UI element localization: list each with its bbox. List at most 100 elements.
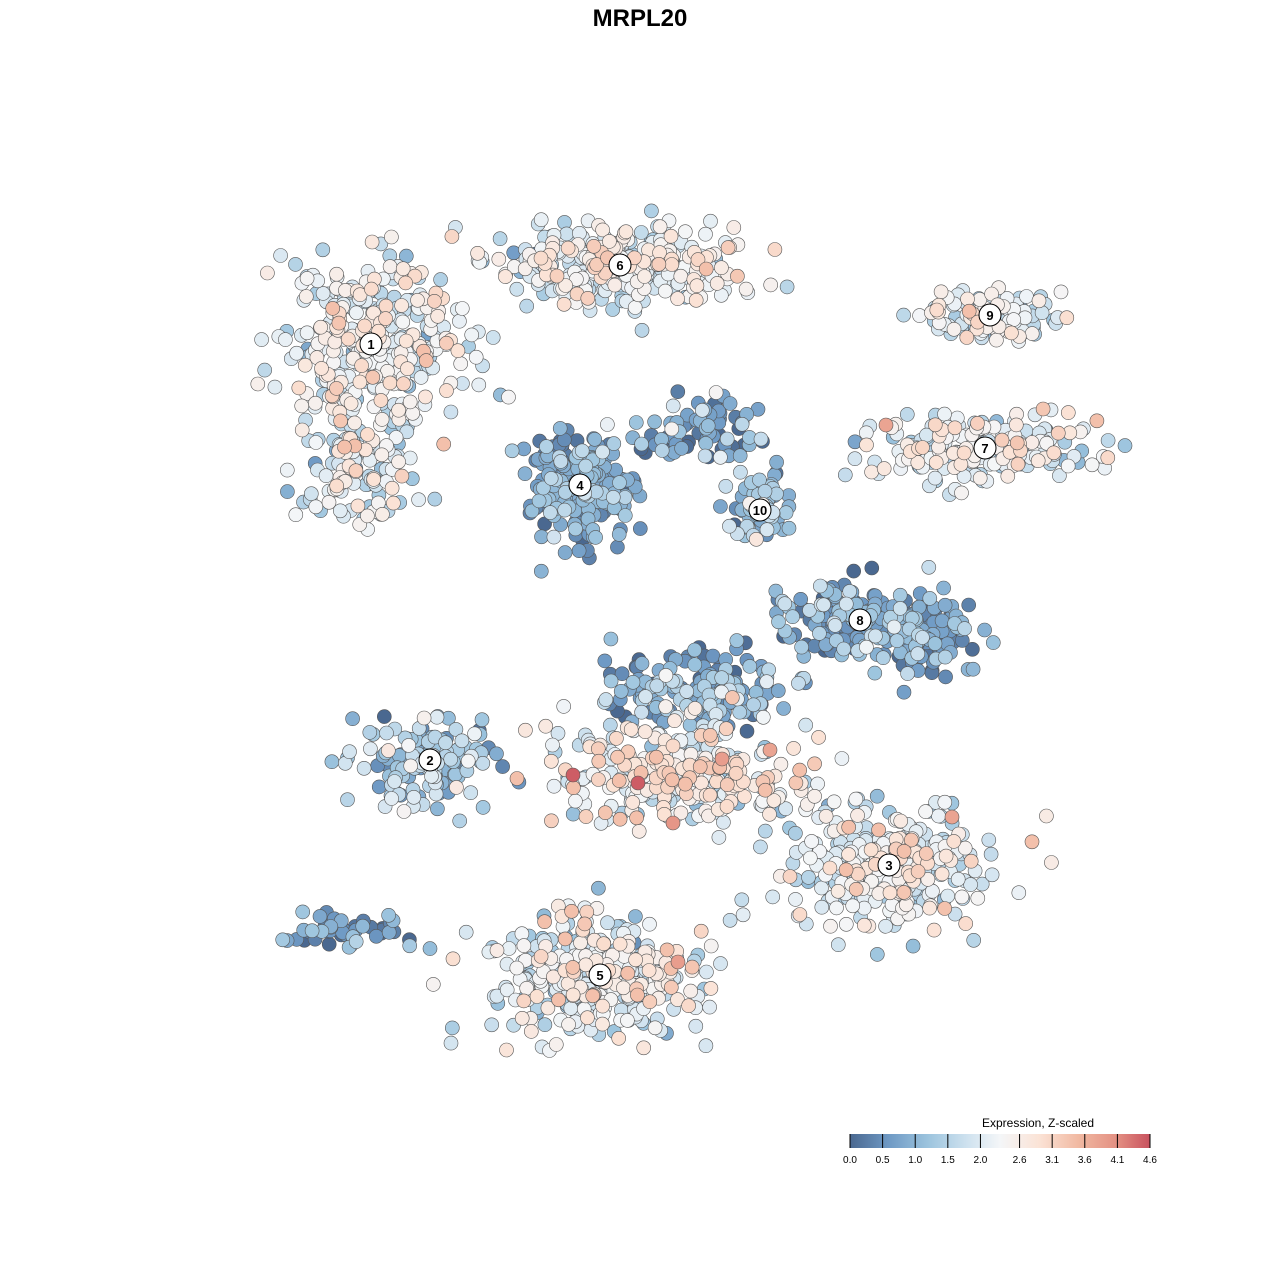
cell-point bbox=[275, 932, 291, 948]
cell-point bbox=[755, 709, 771, 725]
cell-point bbox=[1010, 456, 1026, 472]
cell-point-high bbox=[565, 767, 581, 783]
cell-point bbox=[674, 441, 689, 456]
cell-point bbox=[892, 601, 908, 616]
legend-colorbar bbox=[850, 1134, 1150, 1148]
cell-point bbox=[683, 983, 699, 999]
cell-point bbox=[868, 628, 883, 644]
cell-point bbox=[812, 626, 827, 641]
cell-point-high bbox=[762, 742, 778, 758]
cell-point bbox=[574, 443, 590, 459]
cell-point bbox=[664, 772, 680, 788]
cell-point bbox=[295, 904, 311, 920]
cell-point bbox=[801, 870, 816, 885]
cell-point bbox=[983, 846, 999, 862]
cell-point bbox=[954, 889, 970, 905]
cell-point bbox=[728, 765, 744, 781]
cell-point bbox=[687, 701, 703, 716]
cell-point bbox=[810, 776, 825, 792]
cell-point bbox=[308, 395, 323, 411]
cell-point bbox=[733, 464, 748, 480]
cell-point bbox=[670, 992, 685, 1007]
cell-point bbox=[896, 307, 911, 323]
cell-point bbox=[308, 435, 324, 450]
cell-point bbox=[364, 234, 380, 250]
cell-point bbox=[315, 242, 331, 258]
cell-point bbox=[433, 272, 448, 287]
cell-point bbox=[1059, 310, 1075, 326]
cell-point bbox=[637, 269, 652, 284]
cell-point bbox=[732, 704, 748, 720]
cell-point bbox=[1024, 326, 1040, 341]
cell-point bbox=[684, 959, 700, 975]
cell-point bbox=[677, 776, 693, 792]
cluster-label-1: 1 bbox=[359, 332, 383, 356]
cell-point bbox=[378, 298, 394, 314]
cluster-label-badge bbox=[608, 253, 632, 277]
cell-point bbox=[620, 965, 636, 981]
cell-point bbox=[836, 641, 852, 657]
cell-point bbox=[698, 261, 714, 277]
cell-point bbox=[580, 1010, 595, 1026]
cell-point bbox=[896, 885, 912, 900]
cluster-label-text: 8 bbox=[856, 613, 863, 628]
cell-point bbox=[766, 793, 782, 808]
cell-point bbox=[398, 333, 414, 349]
cell-point bbox=[1052, 468, 1067, 484]
cell-point bbox=[631, 823, 647, 839]
cell-point bbox=[773, 756, 789, 772]
cell-point bbox=[823, 918, 838, 934]
cell-point bbox=[430, 308, 446, 324]
cell-point bbox=[578, 458, 594, 474]
cell-point bbox=[1011, 885, 1027, 901]
cell-point bbox=[427, 491, 443, 507]
legend-tick-label: 4.1 bbox=[1110, 1155, 1124, 1166]
cell-point-high bbox=[665, 815, 681, 831]
cell-point bbox=[698, 226, 713, 242]
cell-point bbox=[565, 806, 581, 822]
cell-point bbox=[786, 741, 801, 756]
cell-point bbox=[616, 980, 631, 996]
cell-point bbox=[722, 396, 738, 411]
cell-point bbox=[719, 777, 735, 793]
cell-point bbox=[927, 470, 943, 486]
cell-point bbox=[714, 260, 729, 276]
cell-point bbox=[705, 648, 721, 664]
cell-point bbox=[778, 801, 794, 817]
cell-point bbox=[699, 964, 714, 980]
cell-point bbox=[556, 699, 572, 714]
cell-point bbox=[517, 261, 533, 277]
cell-point bbox=[590, 741, 606, 757]
cell-point bbox=[663, 228, 679, 244]
cell-point bbox=[443, 1035, 459, 1051]
cell-point bbox=[539, 439, 554, 454]
cell-point bbox=[509, 281, 525, 297]
cell-point bbox=[509, 960, 525, 976]
cell-point bbox=[595, 444, 610, 460]
cell-point bbox=[518, 722, 533, 738]
cell-point bbox=[514, 1010, 530, 1026]
cell-point bbox=[278, 332, 293, 347]
cluster-label-badge bbox=[568, 473, 592, 497]
cell-point bbox=[1031, 293, 1047, 309]
cell-point bbox=[903, 832, 919, 848]
cluster-label-9: 9 bbox=[978, 303, 1002, 327]
cell-point bbox=[954, 485, 969, 501]
cell-point bbox=[830, 937, 846, 953]
cell-point bbox=[279, 462, 295, 478]
chart-title: MRPL20 bbox=[593, 5, 688, 32]
cell-point bbox=[343, 396, 359, 411]
cell-point bbox=[348, 934, 364, 949]
cell-point bbox=[396, 804, 412, 819]
cluster-label-5: 5 bbox=[588, 963, 612, 987]
cell-point bbox=[965, 661, 981, 677]
cell-point bbox=[656, 806, 672, 822]
cell-point bbox=[475, 755, 491, 771]
cluster-label-3: 3 bbox=[877, 853, 901, 877]
cell-point bbox=[938, 669, 953, 685]
cell-point bbox=[642, 916, 657, 932]
cell-point bbox=[489, 746, 504, 762]
cell-point bbox=[458, 924, 474, 940]
cell-point bbox=[546, 529, 562, 545]
cell-point bbox=[394, 468, 410, 484]
